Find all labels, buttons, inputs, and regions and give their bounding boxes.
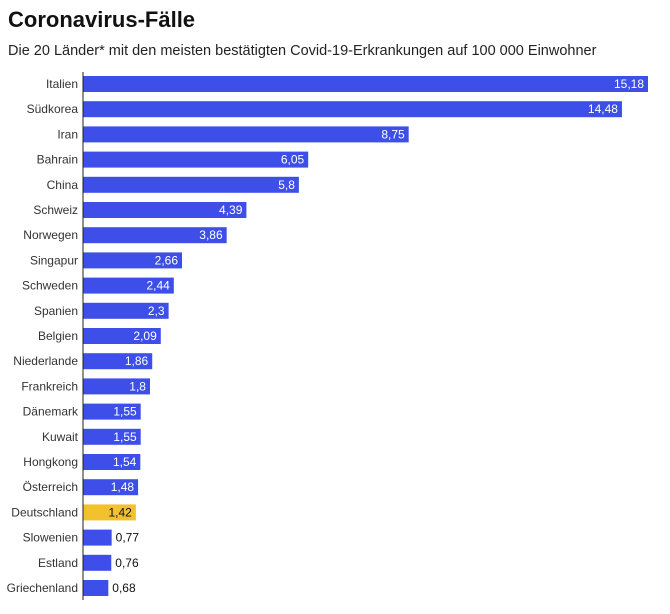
value-label-spanien: 2,3 — [148, 304, 165, 318]
category-label-österreich: Österreich — [23, 480, 78, 494]
value-label-deutschland: 1,42 — [108, 505, 132, 519]
bar-spanien — [83, 302, 169, 319]
value-label-schweden: 2,44 — [146, 279, 170, 293]
category-label-griechenland: Griechenland — [7, 581, 78, 595]
category-label-iran: Iran — [57, 127, 78, 141]
chart-subtitle: Die 20 Länder* mit den meisten bestätigt… — [8, 43, 597, 59]
value-label-hongkong: 1,54 — [113, 455, 137, 469]
bar-belgien — [83, 328, 161, 344]
value-label-italien: 15,18 — [614, 77, 644, 91]
category-label-schweiz: Schweiz — [33, 203, 78, 217]
value-label-estland: 0,76 — [115, 556, 139, 570]
bar-frankreich — [83, 378, 150, 395]
bar-hongkong — [83, 454, 141, 470]
value-label-singapur: 2,66 — [155, 253, 179, 267]
value-label-belgien: 2,09 — [133, 329, 157, 343]
bar-chart: Italien 15,18 Südkorea 14,48 Iran 8,75 Bahrain… — [7, 72, 648, 600]
category-label-singapur: Singapur — [30, 253, 78, 267]
bar-schweden — [83, 277, 174, 294]
category-label-kuwait: Kuwait — [42, 430, 79, 444]
value-label-griechenland: 0,68 — [112, 581, 136, 595]
category-label-belgien: Belgien — [38, 329, 78, 343]
bar-bahrain — [83, 151, 309, 168]
value-label-österreich: 1,48 — [111, 480, 135, 494]
category-label-norwegen: Norwegen — [23, 228, 78, 242]
bar-griechenland — [83, 580, 109, 596]
bar-slowenien — [83, 529, 112, 546]
category-label-spanien: Spanien — [34, 304, 78, 318]
category-label-frankreich: Frankreich — [21, 379, 78, 393]
bar-china — [83, 176, 299, 193]
bar-niederlande — [83, 353, 153, 370]
category-label-deutschland: Deutschland — [11, 505, 78, 519]
value-label-schweiz: 4,39 — [219, 203, 243, 217]
value-label-slowenien: 0,77 — [116, 531, 140, 545]
bar-deutschland — [83, 504, 136, 521]
value-label-kuwait: 1,55 — [113, 430, 137, 444]
bar-kuwait — [83, 428, 141, 445]
category-label-dänemark: Dänemark — [23, 405, 79, 419]
bar-singapur — [83, 252, 183, 269]
value-label-niederlande: 1,86 — [125, 354, 149, 368]
value-label-bahrain: 6,05 — [281, 153, 305, 167]
category-label-südkorea: Südkorea — [27, 102, 79, 116]
value-label-norwegen: 3,86 — [199, 228, 223, 242]
bar-estland — [83, 554, 112, 571]
bar-österreich — [83, 479, 139, 496]
category-label-italien: Italien — [46, 77, 78, 91]
value-label-frankreich: 1,8 — [129, 379, 146, 393]
category-label-niederlande: Niederlande — [13, 354, 78, 368]
category-label-schweden: Schweden — [22, 279, 78, 293]
bar-norwegen — [83, 227, 227, 244]
category-label-china: China — [47, 178, 79, 192]
bar-iran — [83, 126, 409, 143]
value-label-china: 5,8 — [278, 178, 295, 192]
value-label-dänemark: 1,55 — [113, 405, 137, 419]
bar-schweiz — [83, 202, 247, 218]
category-label-hongkong: Hongkong — [23, 455, 78, 469]
bar-italien — [83, 76, 648, 92]
category-label-bahrain: Bahrain — [37, 153, 78, 167]
category-label-slowenien: Slowenien — [23, 531, 78, 545]
value-label-iran: 8,75 — [381, 127, 405, 141]
bar-dänemark — [83, 403, 141, 420]
bar-südkorea — [83, 101, 622, 118]
category-label-estland: Estland — [38, 556, 78, 570]
value-label-südkorea: 14,48 — [588, 102, 618, 116]
chart-title: Coronavirus-Fälle — [8, 7, 196, 32]
